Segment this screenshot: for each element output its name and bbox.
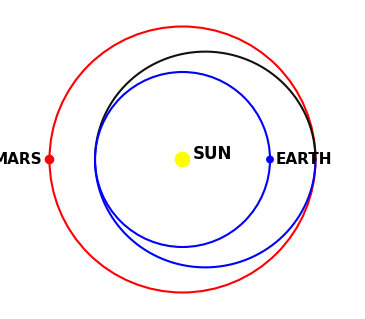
- Text: MARS: MARS: [0, 152, 42, 167]
- Circle shape: [266, 156, 274, 163]
- Circle shape: [45, 155, 54, 164]
- Circle shape: [174, 152, 191, 167]
- Text: EARTH: EARTH: [276, 152, 333, 167]
- Text: SUN: SUN: [193, 145, 233, 163]
